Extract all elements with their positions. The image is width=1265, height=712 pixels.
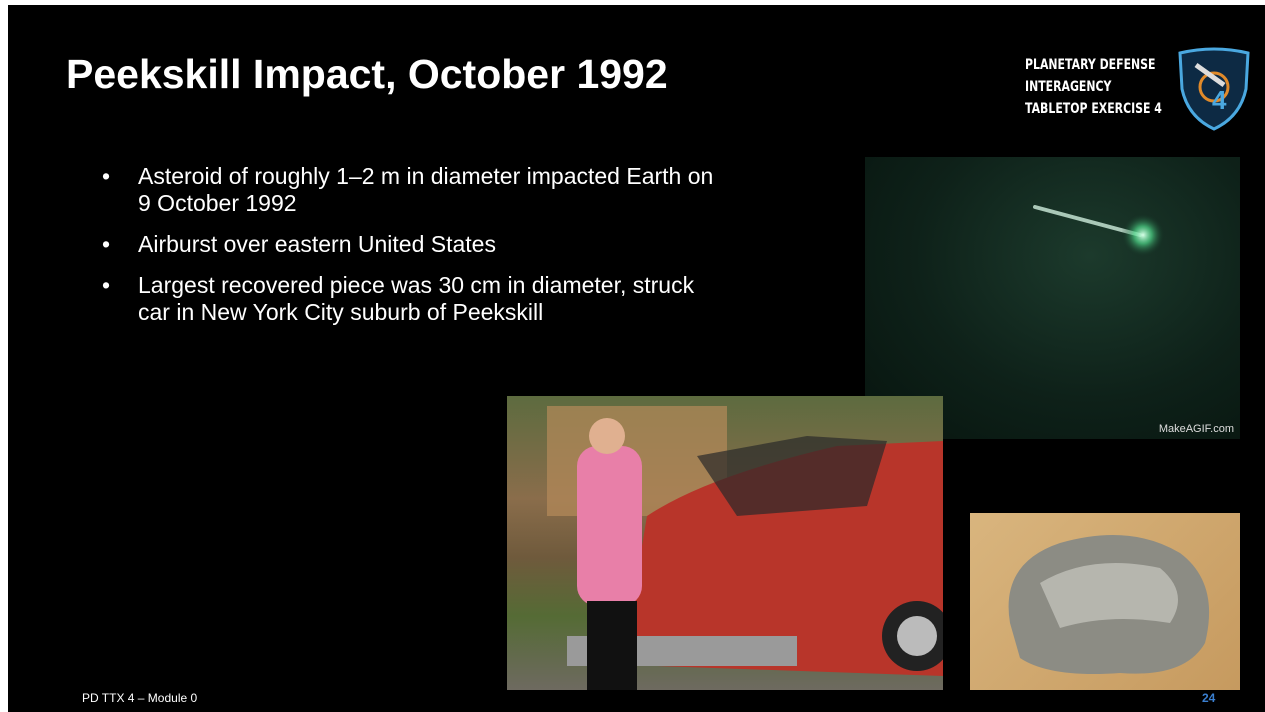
watermark: MakeAGIF.com [1158, 423, 1234, 435]
logo-line: INTERAGENCY [1025, 79, 1112, 95]
logo-line: TABLETOP EXERCISE 4 [1025, 101, 1162, 117]
meteor-photo: MakeAGIF.com [865, 157, 1240, 439]
bullet: Asteroid of roughly 1–2 m in diameter im… [100, 163, 720, 217]
meteor-streak [1033, 205, 1165, 257]
footer-text: PD TTX 4 – Module 0 [82, 691, 198, 705]
logo-shield: 4 [1178, 47, 1250, 131]
logo-line: PLANETARY DEFENSE [1025, 57, 1156, 73]
bullet: Airburst over eastern United States [100, 231, 720, 258]
logo-text: PLANETARY DEFENSE INTERAGENCY TABLETOP E… [1025, 54, 1162, 120]
car-photo [507, 396, 943, 690]
slide-title: Peekskill Impact, October 1992 [66, 51, 668, 97]
car-scene [547, 406, 943, 690]
svg-text:4: 4 [1212, 85, 1227, 115]
meteorite-photo [970, 513, 1240, 690]
meteorite [1008, 535, 1210, 674]
page-number: 24 [1202, 691, 1216, 705]
bullet: Largest recovered piece was 30 cm in dia… [100, 272, 720, 326]
slide: Peekskill Impact, October 1992 PLANETARY… [8, 5, 1265, 712]
bullet-list: Asteroid of roughly 1–2 m in diameter im… [100, 163, 720, 340]
